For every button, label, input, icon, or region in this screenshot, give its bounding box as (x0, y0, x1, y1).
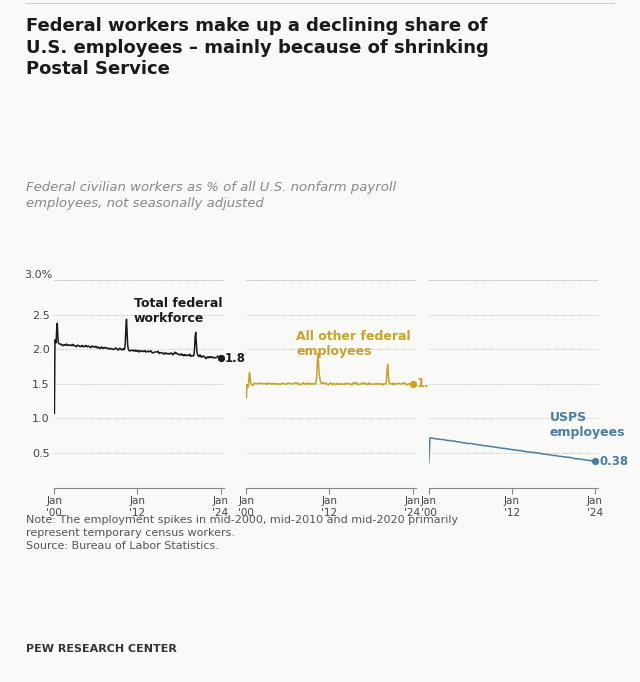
Point (216, 353, 226, 364)
Text: 0.38: 0.38 (599, 455, 628, 468)
Text: 3.0%: 3.0% (24, 270, 52, 280)
Text: All other federal
employees: All other federal employees (296, 329, 411, 357)
Text: Note: The employment spikes in mid-2000, mid-2010 and mid-2020 primarily
represe: Note: The employment spikes in mid-2000,… (26, 515, 458, 551)
Point (590, 456, 600, 466)
Text: 1.50: 1.50 (417, 377, 446, 390)
Text: 1.87: 1.87 (225, 352, 254, 365)
Text: PEW RESEARCH CENTER: PEW RESEARCH CENTER (26, 644, 177, 655)
Point (408, 379, 418, 389)
Text: USPS
employees: USPS employees (550, 411, 625, 439)
Text: Federal civilian workers as % of all U.S. nonfarm payroll
employees, not seasona: Federal civilian workers as % of all U.S… (26, 181, 396, 210)
Text: Total federal
workforce: Total federal workforce (134, 297, 223, 325)
Text: Federal workers make up a declining share of
U.S. employees – mainly because of : Federal workers make up a declining shar… (26, 17, 488, 78)
